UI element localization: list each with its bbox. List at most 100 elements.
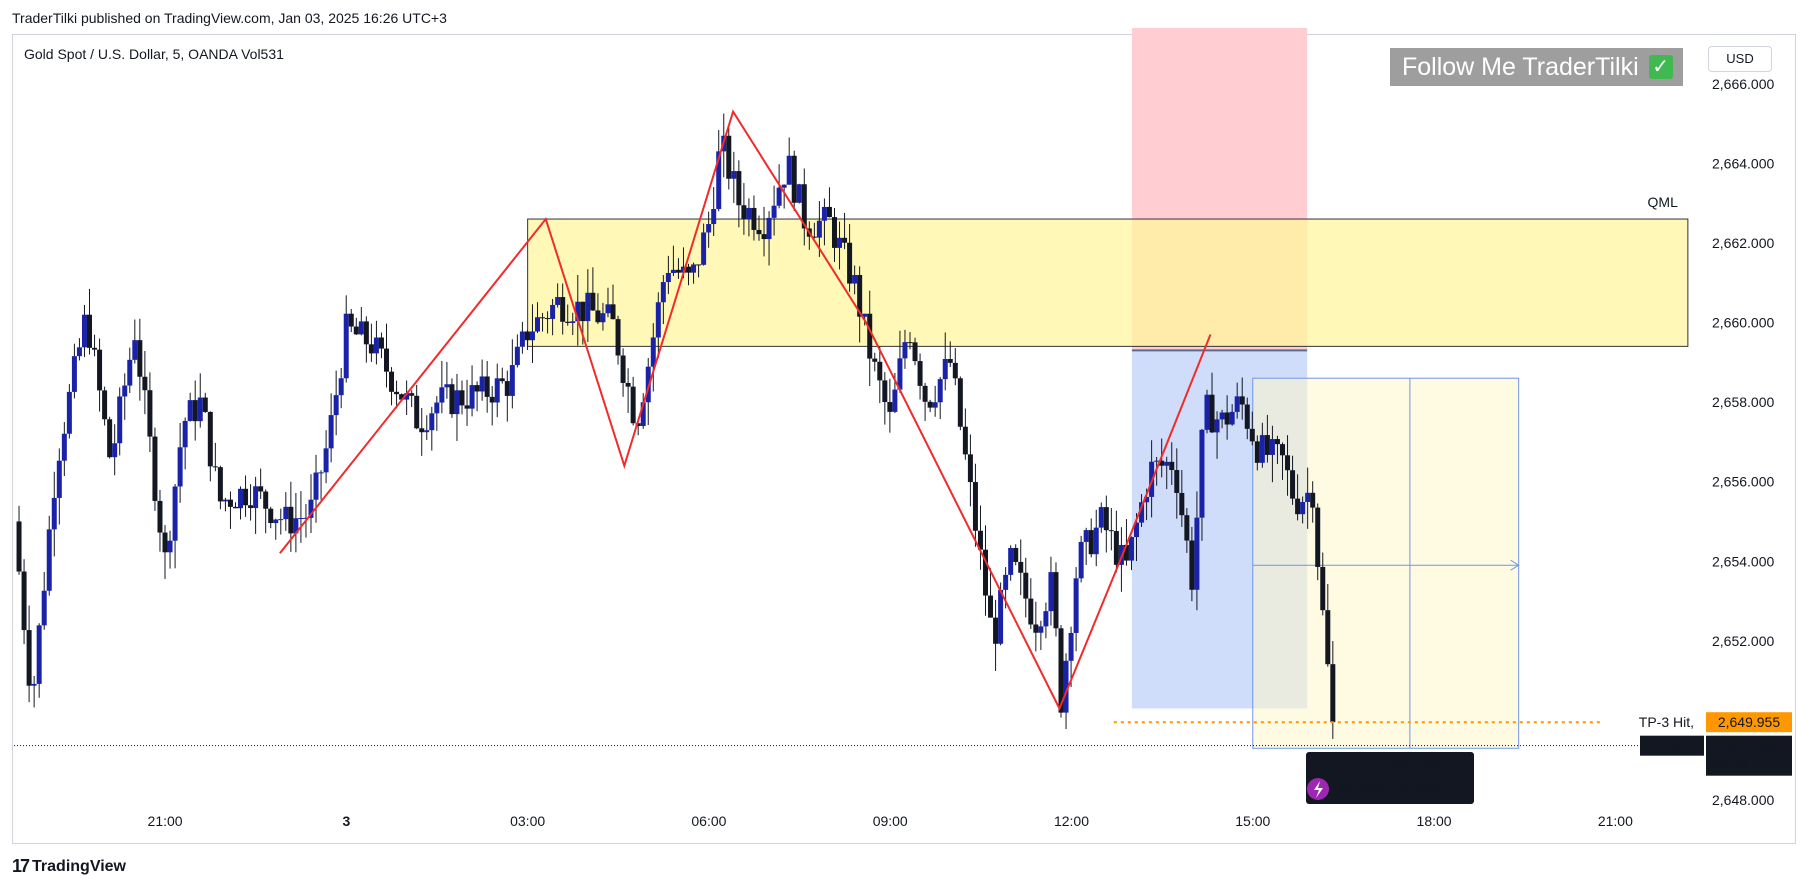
candle-body (1184, 515, 1190, 541)
candle-body (333, 395, 339, 416)
candle-body (217, 467, 223, 502)
time-tick-label: 09:00 (873, 813, 908, 829)
candle-body (1128, 537, 1134, 561)
candle-body (529, 331, 535, 341)
candle-body (102, 390, 108, 420)
published-line: TraderTilki published on TradingView.com… (12, 10, 447, 26)
candle-body (565, 321, 571, 323)
candle-body (434, 402, 440, 414)
candle-body (439, 387, 445, 403)
candle-body (540, 317, 546, 319)
candle-body (207, 411, 213, 467)
candle-body (972, 482, 978, 531)
candle-body (796, 184, 802, 203)
candle-body (1179, 492, 1185, 516)
candle-body (323, 448, 329, 473)
time-tick-label: 21:00 (148, 813, 183, 829)
candle-body (1295, 498, 1301, 515)
candle-body (1134, 522, 1140, 538)
tp-price-badge (1706, 712, 1792, 733)
candle-body (741, 205, 747, 219)
candle-body (977, 530, 983, 550)
candle-body (122, 385, 128, 397)
follow-banner[interactable]: Follow Me TraderTilki ✓ (1390, 48, 1683, 86)
axis-layer: 2,666.000 2,664.000 2,662.000 2,660.000 2,65… (148, 76, 1775, 829)
candle-body (1269, 439, 1275, 455)
candle-body (872, 358, 878, 362)
candle-body (580, 301, 586, 322)
candle-body (791, 155, 797, 203)
candle-body (1244, 404, 1250, 429)
candle-body (46, 529, 52, 591)
candle-body (202, 397, 208, 412)
candle-body (474, 385, 480, 392)
candle-body (41, 590, 47, 626)
symbol-title[interactable]: Gold Spot / U.S. Dollar, 5, OANDA Vol531 (24, 46, 284, 62)
candle-body (383, 348, 389, 372)
candle-body (1209, 394, 1215, 433)
zigzag-layer (279, 109, 1212, 711)
candle-body (494, 378, 500, 403)
candle-body (1068, 632, 1074, 661)
candle-body (308, 499, 314, 518)
candle-body (1259, 435, 1265, 463)
candle-body (1290, 470, 1296, 499)
candle-body (514, 346, 520, 366)
candle-body (1194, 517, 1200, 590)
currency-selector[interactable]: USD (1708, 46, 1772, 72)
tradingview-logo[interactable]: 17 TradingView (12, 856, 126, 877)
candle-body (907, 342, 913, 344)
current-price-label: 2,649.365 (1718, 738, 1780, 754)
time-tick-label: 12:00 (1054, 813, 1089, 829)
candle-body (847, 242, 853, 284)
candle-body (348, 313, 354, 327)
candle-body (469, 385, 475, 409)
price-tick-label: 2,658.000 (1712, 394, 1774, 410)
candle-body (368, 344, 374, 354)
candle-body (404, 393, 410, 400)
candle-body (691, 264, 697, 273)
tp-label: TP-3 Hit, (1639, 714, 1694, 730)
candle-body (76, 347, 82, 357)
candle-body (1023, 572, 1029, 599)
candle-body (665, 273, 671, 283)
candle-body (761, 234, 767, 240)
candle-body (932, 402, 938, 408)
price-tick-label: 2,652.000 (1712, 633, 1774, 649)
candle-body (212, 466, 218, 468)
candle-body (353, 326, 359, 335)
candle-body (524, 331, 530, 341)
candle-body (459, 390, 465, 406)
candle-body (862, 313, 868, 317)
candle-body (142, 376, 148, 391)
candle-body (746, 207, 752, 219)
candle-body (152, 436, 158, 501)
candle-body (1214, 419, 1220, 433)
candle-body (192, 400, 198, 422)
candle-body (625, 382, 631, 387)
candle-body (988, 595, 994, 618)
candle-body (716, 151, 722, 210)
candle-body (253, 486, 259, 509)
candle-body (1003, 574, 1009, 590)
candle-body (1113, 531, 1119, 565)
candle-body (187, 400, 193, 421)
candle-body (701, 232, 707, 265)
candle-body (610, 304, 616, 320)
symbol-label: XAUUSD (1643, 738, 1701, 754)
candle-body (957, 378, 963, 427)
candle-body (147, 390, 153, 437)
candle-body (816, 220, 822, 238)
candle-body (917, 361, 923, 386)
candle-body (660, 282, 666, 303)
candle-body (97, 349, 103, 391)
candle-body (197, 397, 203, 422)
price-tick-label: 2,654.000 (1712, 553, 1774, 569)
zones-layer: QML (527, 28, 1689, 749)
candle-body (519, 331, 525, 347)
candle-body (424, 430, 430, 433)
candle-body (328, 415, 334, 449)
candle-body (1234, 396, 1240, 412)
candle-body (222, 499, 228, 502)
